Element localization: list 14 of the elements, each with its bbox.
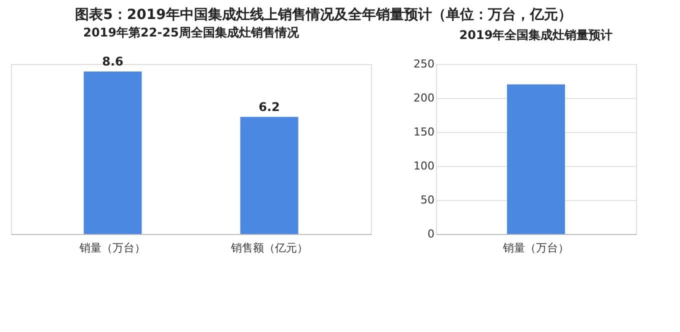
y-tick-label: 50 bbox=[420, 194, 434, 206]
y-tick-label: 150 bbox=[414, 126, 434, 138]
x-tick-label: 销量（万台） bbox=[502, 242, 569, 254]
y-tick-label: 200 bbox=[414, 92, 434, 104]
chart-title: 图表5：2019年中国集成灶线上销售情况及全年销量预计（单位：万台，亿元） bbox=[75, 7, 572, 24]
data-label: 6.2 bbox=[258, 100, 280, 114]
x-tick-label: 销量（万台） bbox=[78, 242, 146, 254]
y-tick-label: 100 bbox=[414, 160, 434, 172]
x-tick-label: 销售额（亿元） bbox=[230, 242, 308, 254]
chart-subtitle: 2019年第22-25周全国集成灶销售情况 bbox=[83, 26, 300, 40]
y-tick-label: 0 bbox=[428, 228, 434, 240]
chart-title: 2019年全国集成灶销量预计 bbox=[459, 28, 613, 42]
y-tick-label: 250 bbox=[414, 58, 434, 70]
data-label: 8.6 bbox=[102, 54, 124, 69]
